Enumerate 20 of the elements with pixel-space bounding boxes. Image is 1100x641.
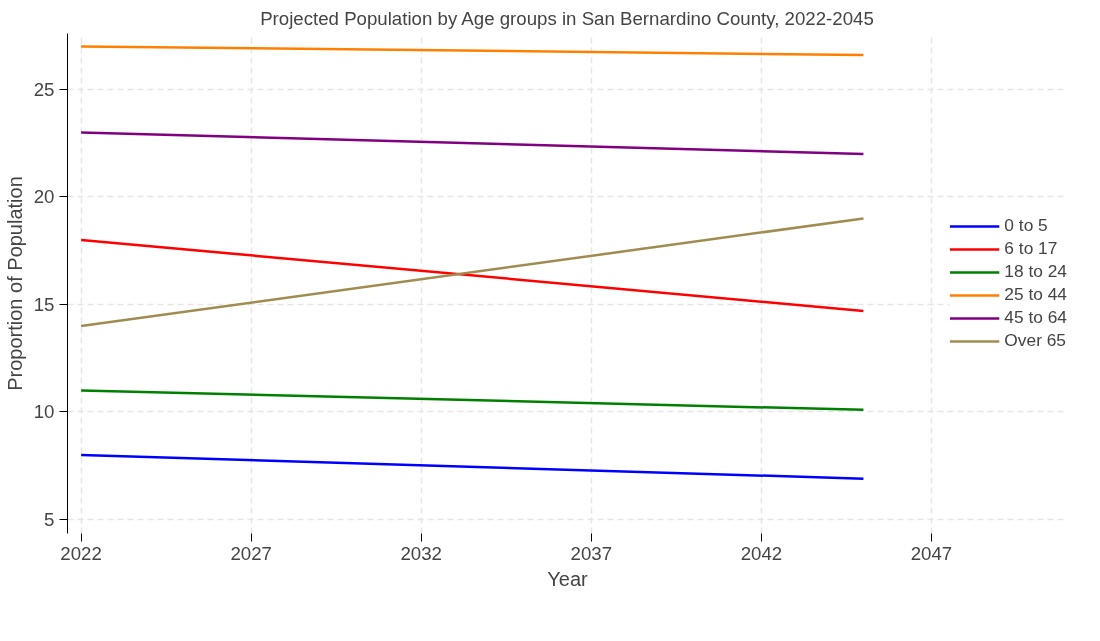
y-tick-label: 25	[33, 78, 55, 100]
legend-label: Over 65	[1004, 330, 1066, 351]
chart-title: Projected Population by Age groups in San Bernardino County, 2022-2045	[260, 7, 874, 29]
x-tick-label: 2037	[570, 542, 613, 564]
legend-label: 25 to 44	[1004, 284, 1067, 305]
legend-label: 0 to 5	[1004, 215, 1048, 236]
x-axis-title: Year	[547, 567, 589, 590]
y-tick-label: 15	[33, 293, 55, 315]
legend-label: 18 to 24	[1004, 261, 1067, 282]
x-tick-label: 2027	[230, 542, 272, 564]
y-tick-label: 20	[33, 186, 55, 208]
x-tick-label: 2022	[60, 542, 102, 564]
y-axis-title: Proportion of Population	[3, 176, 26, 391]
x-tick-label: 2032	[400, 542, 443, 564]
x-tick-label: 2047	[910, 542, 953, 564]
y-tick-label: 5	[44, 509, 55, 531]
y-tick-label: 10	[33, 401, 55, 423]
x-tick-label: 2042	[740, 542, 783, 564]
legend-label: 6 to 17	[1004, 238, 1058, 259]
legend-label: 45 to 64	[1004, 307, 1067, 328]
